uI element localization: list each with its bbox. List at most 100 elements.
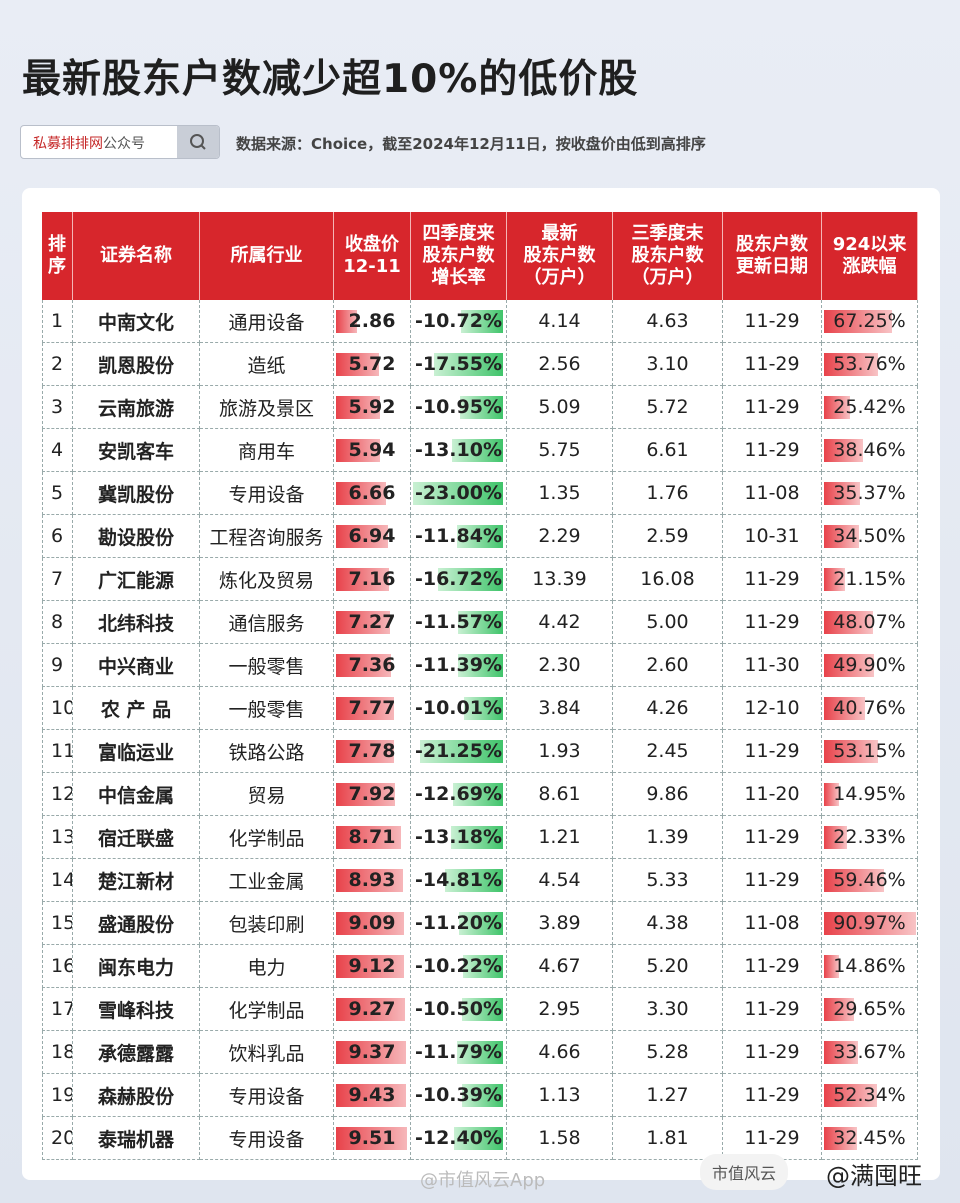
table-cell: 1.35 bbox=[507, 472, 613, 515]
table-cell: 2 bbox=[42, 343, 73, 386]
table-cell: 53.15% bbox=[822, 730, 918, 773]
data-bar bbox=[824, 912, 916, 935]
data-bar bbox=[453, 783, 503, 806]
cell-text: 10 bbox=[51, 697, 73, 719]
column-header: 所属行业 bbox=[200, 212, 334, 300]
cell-text: -10.95% bbox=[414, 396, 503, 418]
table-cell: 5.72 bbox=[334, 343, 411, 386]
cell-text: 中兴商业 bbox=[97, 655, 174, 678]
table-cell: -17.55% bbox=[411, 343, 507, 386]
table-cell: 14.95% bbox=[822, 773, 918, 816]
data-bar bbox=[824, 697, 866, 720]
table-cell: 11 bbox=[42, 730, 73, 773]
table-cell: 53.76% bbox=[822, 343, 918, 386]
cell-text: 53.15% bbox=[833, 740, 906, 762]
column-header: 证券名称 bbox=[73, 212, 200, 300]
table-cell: -23.00% bbox=[411, 472, 507, 515]
cell-text: 49.90% bbox=[833, 654, 906, 676]
search-button[interactable] bbox=[177, 126, 219, 158]
cell-text: 2.86 bbox=[348, 310, 396, 332]
table-cell: 2.30 bbox=[507, 644, 613, 687]
data-bar bbox=[336, 1127, 407, 1150]
cell-text: 宿迁联盛 bbox=[97, 827, 174, 850]
table-cell: 11-29 bbox=[723, 386, 822, 429]
search-box[interactable]: 私募排排网公众号 bbox=[20, 125, 220, 159]
cell-text: 楚江新材 bbox=[97, 870, 174, 893]
table-cell: -10.72% bbox=[411, 300, 507, 343]
table-cell: 1.21 bbox=[507, 816, 613, 859]
cell-text: 4.66 bbox=[538, 1041, 581, 1063]
table-cell: 11-29 bbox=[723, 945, 822, 988]
table-cell: 5.72 bbox=[613, 386, 723, 429]
cell-text: 5.72 bbox=[646, 396, 689, 418]
table-cell: 9.09 bbox=[334, 902, 411, 945]
data-bar bbox=[824, 482, 860, 505]
table-cell: 4.26 bbox=[613, 687, 723, 730]
table-cell: 1.27 bbox=[613, 1074, 723, 1117]
cell-text: 5.28 bbox=[646, 1041, 689, 1063]
table-cell: 11-29 bbox=[723, 429, 822, 472]
data-bar bbox=[462, 1084, 503, 1107]
data-bar bbox=[456, 525, 503, 548]
table-cell: 49.90% bbox=[822, 644, 918, 687]
cell-text: 电力 bbox=[247, 956, 286, 979]
data-bar bbox=[413, 482, 503, 505]
table-cell: 4.67 bbox=[507, 945, 613, 988]
badge: 市值风云 bbox=[700, 1154, 789, 1190]
cell-text: 8 bbox=[51, 611, 64, 633]
table-cell: 16.08 bbox=[613, 558, 723, 601]
table-cell: 3.30 bbox=[613, 988, 723, 1031]
table-cell: 5.33 bbox=[613, 859, 723, 902]
cell-text: 19 bbox=[51, 1084, 73, 1106]
table-cell: 专用设备 bbox=[200, 1117, 334, 1160]
table-cell: 1 bbox=[42, 300, 73, 343]
table-cell: 90.97% bbox=[822, 902, 918, 945]
search-name: 私募排排网 bbox=[33, 136, 103, 152]
table-cell: 4.66 bbox=[507, 1031, 613, 1074]
table-cell: 7 bbox=[42, 558, 73, 601]
table-cell: 饮料乳品 bbox=[200, 1031, 334, 1074]
data-bar bbox=[336, 310, 358, 333]
cell-text: 5 bbox=[51, 482, 64, 504]
cell-text: 专用设备 bbox=[228, 1128, 305, 1151]
title: 最新股东户数减少超10%的低价股 bbox=[22, 57, 639, 102]
data-bar bbox=[336, 783, 396, 806]
cell-text: 7.78 bbox=[348, 740, 396, 762]
cell-text: 1.58 bbox=[538, 1127, 581, 1149]
cell-text: 9.27 bbox=[348, 998, 396, 1020]
header-text: 四季度来 股东户数 增长率 bbox=[422, 223, 495, 288]
cell-text: 13.39 bbox=[532, 568, 587, 590]
cell-text: 13 bbox=[51, 826, 73, 848]
data-bar bbox=[336, 611, 391, 634]
cell-text: 8.71 bbox=[348, 826, 396, 848]
table-cell: 10 bbox=[42, 687, 73, 730]
table-cell: 1.39 bbox=[613, 816, 723, 859]
cell-text: 5.00 bbox=[646, 611, 689, 633]
table-cell: 一般零售 bbox=[200, 644, 334, 687]
cell-text: 2.56 bbox=[538, 353, 581, 375]
table-cell: 11-29 bbox=[723, 558, 822, 601]
column-header: 排 序 bbox=[42, 212, 73, 300]
cell-text: 11-29 bbox=[744, 611, 800, 633]
cell-text: -11.57% bbox=[414, 611, 503, 633]
cell-text: 泰瑞机器 bbox=[97, 1128, 174, 1151]
cell-text: 4.54 bbox=[538, 869, 581, 891]
table-cell: 中兴商业 bbox=[73, 644, 200, 687]
table-cell: 宿迁联盛 bbox=[73, 816, 200, 859]
table-cell: 9.86 bbox=[613, 773, 723, 816]
table-cell: 7.16 bbox=[334, 558, 411, 601]
table-cell: 2.59 bbox=[613, 515, 723, 558]
cell-text: 11 bbox=[51, 740, 73, 762]
cell-text: -11.79% bbox=[414, 1041, 503, 1063]
table-cell: 14.86% bbox=[822, 945, 918, 988]
cell-text: 7.16 bbox=[348, 568, 396, 590]
table-cell: 2.60 bbox=[613, 644, 723, 687]
data-bar bbox=[463, 955, 503, 978]
search-suffix: 公众号 bbox=[103, 136, 145, 152]
cell-text: 3 bbox=[51, 396, 64, 418]
cell-text: 1.81 bbox=[646, 1127, 689, 1149]
cell-text: 6.94 bbox=[348, 525, 396, 547]
table-cell: 5.00 bbox=[613, 601, 723, 644]
cell-text: 2 bbox=[51, 353, 64, 375]
